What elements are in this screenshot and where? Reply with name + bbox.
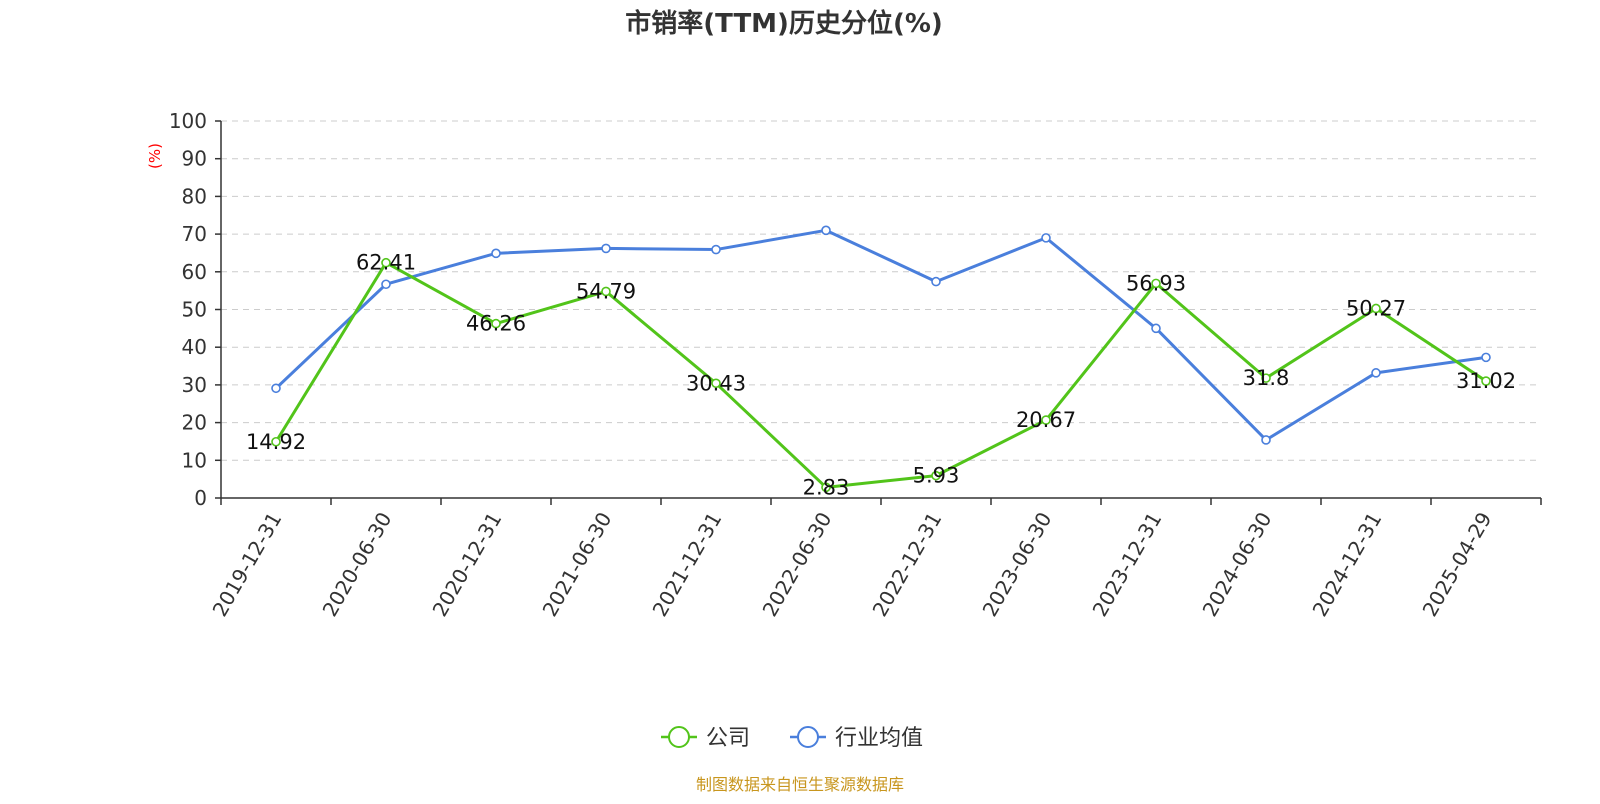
data-label: 14.92 [246,430,306,454]
company-line [274,261,1487,489]
x-tick-label: 2023-12-31 [1087,508,1166,621]
y-tick-label: 30 [182,373,207,397]
data-label: 31.8 [1243,366,1290,390]
x-tick-label: 2021-12-31 [647,508,726,621]
company-point [1041,415,1051,425]
y-tick-label: 60 [182,260,207,284]
x-tick-label: 2020-12-31 [427,508,506,621]
x-tick-label: 2024-12-31 [1307,508,1386,621]
source-note: 制图数据来自恒生聚源数据库 [696,775,904,794]
data-label: 46.26 [466,312,526,336]
legend-circle-icon [797,726,819,748]
industry-avg-point [601,243,611,254]
data-label: 54.79 [576,279,636,303]
x-tick-label: 2021-06-30 [537,508,616,621]
data-label: 30.43 [686,371,746,395]
x-tick-label: 2022-06-30 [757,508,836,621]
legend-label: 公司 [706,726,750,751]
y-tick-label: 10 [182,448,207,472]
industry-avg-point [931,276,941,287]
legend: 公司 行业均值 [661,726,923,751]
legend-item-company: 公司 [661,726,750,751]
data-label: 50.27 [1346,296,1406,320]
grid-lines [221,120,1541,461]
y-tick-label: 80 [182,184,207,208]
y-tick-label: 70 [182,222,207,246]
data-label: 5.93 [913,464,960,488]
y-tick-label: 90 [182,147,207,171]
axes: 0 10 20 30 40 50 60 70 80 90 100 2019-12-31 2020-06-… [169,109,1542,621]
company-point [931,470,941,481]
x-tick-label: 2022-12-31 [867,508,946,621]
company-point [1371,303,1381,314]
industry-avg-point [821,225,831,236]
data-label: 31.02 [1456,369,1516,393]
y-tick-label: 50 [182,298,207,322]
data-label: 62.41 [356,251,416,275]
industry-avg-point [1041,233,1051,243]
legend-circle-icon [668,726,690,748]
industry-avg-point [1151,323,1161,334]
legend-item-industry-avg: 行业均值 [790,726,923,751]
x-tick-label: 2019-12-31 [207,508,286,621]
x-tick-label: 2020-06-30 [317,508,396,621]
data-label: 20.67 [1016,408,1076,432]
y-tick-label: 100 [169,109,207,133]
data-label: 56.93 [1126,271,1186,295]
y-axis-unit: (%) [146,143,164,169]
industry-avg-line [274,228,1487,442]
y-tick-label: 20 [182,411,207,435]
industry-avg-point [1481,352,1491,363]
chart-title: 市销率(TTM)历史分位(%) [625,8,943,39]
company-point [711,378,721,389]
industry-avg-point [1261,435,1271,445]
x-tick-label: 2025-04-29 [1417,508,1496,621]
data-label: 2.83 [803,475,850,499]
y-tick-label: 40 [182,335,207,359]
industry-avg-point [1371,368,1381,378]
legend-label: 行业均值 [835,726,923,751]
data-labels: 14.92 62.41 46.26 54.79 30.43 2.83 5.93 20.67 56… [246,251,1516,500]
series-lines [271,225,1491,493]
company-point [1151,278,1161,289]
company-point [821,482,831,493]
x-tick-label: 2024-06-30 [1197,508,1276,621]
company-point [271,436,281,447]
industry-avg-point [271,383,281,394]
company-point [1481,376,1491,386]
y-tick-label: 0 [194,486,207,510]
industry-avg-point [491,248,501,259]
industry-avg-point [711,244,721,255]
company-point [601,286,611,297]
industry-avg-point [381,279,391,290]
company-point [381,257,391,268]
x-tick-label: 2023-06-30 [977,508,1056,621]
company-point [491,318,501,329]
company-point [1261,373,1271,383]
